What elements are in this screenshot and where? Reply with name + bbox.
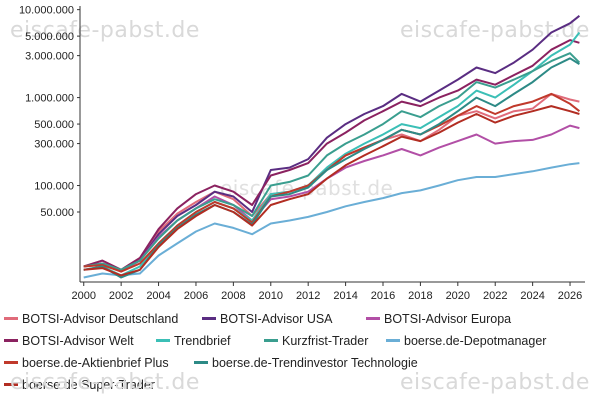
y-tick-label: 3.000.000 — [25, 51, 74, 63]
series-line-botsi-advisor-welt — [83, 39, 580, 271]
legend-item-boerse-de-super-trader: boerse.de Super-Trader — [4, 375, 155, 395]
x-tick-label: 2010 — [259, 290, 283, 302]
series-line-boerse-de-trendinvestor-technologie — [83, 57, 580, 279]
legend-item-kurzfrist-trader: Kurzfrist-Trader — [264, 331, 368, 351]
watermark-bottom-right: eiscafe-pabst.de — [400, 370, 590, 395]
y-tick-label: 5.000.000 — [25, 31, 74, 43]
y-tick-label: 10.000.000 — [19, 5, 74, 17]
x-tick-label: 2014 — [333, 290, 357, 302]
x-tick-label: 2008 — [221, 290, 245, 302]
legend-item-boerse-de-depotmanager: boerse.de-Depotmanager — [386, 331, 546, 351]
legend-swatch — [4, 361, 18, 365]
legend-label: BOTSI-Advisor Welt — [22, 334, 134, 348]
series-line-botsi-advisor-usa — [83, 15, 581, 271]
x-tick-label: 2026 — [558, 290, 582, 302]
series-line-boerse-de-super-trader — [83, 105, 580, 277]
x-tick-label: 2020 — [446, 290, 470, 302]
legend-swatch — [366, 317, 380, 321]
y-tick-label: 500.000 — [34, 119, 74, 131]
legend-label: boerse.de Super-Trader — [22, 378, 155, 392]
legend-item-botsi-advisor-deutschland: BOTSI-Advisor Deutschland — [4, 309, 178, 329]
legend-item-botsi-advisor-europa: BOTSI-Advisor Europa — [366, 309, 511, 329]
legend-swatch — [194, 361, 208, 365]
x-tick-label: 2012 — [296, 290, 320, 302]
series-line-boerse-de-depotmanager — [83, 162, 580, 279]
legend-swatch — [4, 383, 18, 387]
legend-item-boerse-de-aktienbrief-plus: boerse.de-Aktienbrief Plus — [4, 353, 169, 373]
x-tick-label: 2024 — [520, 290, 544, 302]
series-line-botsi-advisor-europa — [83, 124, 580, 273]
legend-label: boerse.de-Trendinvestor Technologie — [212, 356, 418, 370]
x-tick-label: 2006 — [184, 290, 208, 302]
series-line-kurzfrist-trader — [83, 52, 581, 271]
legend-item-botsi-advisor-usa: BOTSI-Advisor USA — [202, 309, 333, 329]
legend-label: Kurzfrist-Trader — [282, 334, 369, 348]
x-tick-label: 2022 — [483, 290, 507, 302]
legend-item-boerse-de-trendinvestor-technologie: boerse.de-Trendinvestor Technologie — [194, 353, 418, 373]
x-tick-label: 2018 — [408, 290, 432, 302]
y-tick-label: 100.000 — [34, 181, 74, 193]
legend-item-botsi-advisor-welt: BOTSI-Advisor Welt — [4, 331, 134, 351]
line-chart: 50.000 100.000 300.000 500.000 1.000.000 3.00… — [19, 5, 585, 302]
legend-label: boerse.de-Depotmanager — [404, 334, 547, 348]
y-tick-label: 300.000 — [34, 139, 74, 151]
x-tick-label: 2002 — [109, 290, 133, 302]
legend-swatch — [264, 339, 278, 343]
legend-swatch — [156, 339, 170, 343]
y-tick-label: 1.000.000 — [25, 93, 74, 105]
legend-swatch — [202, 317, 216, 321]
legend-swatch — [4, 317, 18, 321]
legend-label: boerse.de-Aktienbrief Plus — [22, 356, 169, 370]
legend-label: BOTSI-Advisor Deutschland — [22, 312, 179, 326]
legend-label: Trendbrief — [174, 334, 231, 348]
legend-item-trendbrief: Trendbrief — [156, 331, 231, 351]
y-tick-label: 50.000 — [40, 207, 74, 219]
series-line-boerse-de-aktienbrief-plus — [83, 92, 581, 273]
legend-label: BOTSI-Advisor Europa — [384, 312, 512, 326]
legend-label: BOTSI-Advisor USA — [220, 312, 333, 326]
legend-swatch — [4, 339, 18, 343]
legend-swatch — [386, 339, 400, 343]
x-tick-label: 2016 — [371, 290, 395, 302]
x-tick-label: 2004 — [146, 290, 170, 302]
x-tick-label: 2000 — [71, 290, 95, 302]
